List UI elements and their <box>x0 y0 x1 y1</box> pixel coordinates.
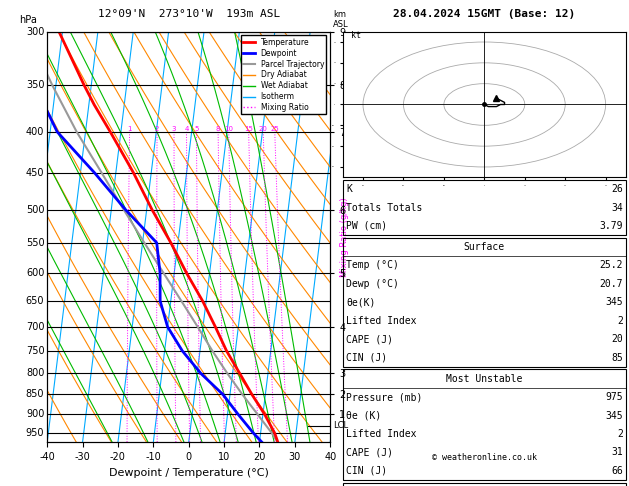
Text: CIN (J): CIN (J) <box>346 353 387 363</box>
Text: 66: 66 <box>611 466 623 476</box>
Text: 3: 3 <box>172 126 176 132</box>
Text: LCL: LCL <box>333 421 348 430</box>
Text: K: K <box>346 184 352 194</box>
Text: 850: 850 <box>26 389 44 399</box>
Text: 975: 975 <box>605 392 623 402</box>
Text: 550: 550 <box>26 238 44 248</box>
Text: 25: 25 <box>270 126 279 132</box>
Text: kt: kt <box>351 31 361 40</box>
Text: 900: 900 <box>26 409 44 419</box>
Text: Totals Totals: Totals Totals <box>346 203 422 212</box>
Text: PW (cm): PW (cm) <box>346 221 387 231</box>
Text: 10: 10 <box>225 126 233 132</box>
Text: 31: 31 <box>611 448 623 457</box>
Text: Lifted Index: Lifted Index <box>346 429 416 439</box>
Text: 750: 750 <box>26 346 44 356</box>
Text: 4: 4 <box>184 126 189 132</box>
Text: Lifted Index: Lifted Index <box>346 316 416 326</box>
Text: CAPE (J): CAPE (J) <box>346 448 393 457</box>
Text: 15: 15 <box>244 126 253 132</box>
Text: 2: 2 <box>155 126 159 132</box>
Text: km
ASL: km ASL <box>333 11 349 29</box>
Text: 25.2: 25.2 <box>599 260 623 270</box>
Text: 2: 2 <box>617 316 623 326</box>
Text: 345: 345 <box>605 297 623 307</box>
Text: 12°09'N  273°10'W  193m ASL: 12°09'N 273°10'W 193m ASL <box>97 9 280 19</box>
Text: 28.04.2024 15GMT (Base: 12): 28.04.2024 15GMT (Base: 12) <box>393 9 576 19</box>
Text: 500: 500 <box>26 205 44 215</box>
Text: Temp (°C): Temp (°C) <box>346 260 399 270</box>
Text: 1: 1 <box>127 126 132 132</box>
Text: 34: 34 <box>611 203 623 212</box>
Text: Surface: Surface <box>464 242 505 252</box>
Text: 800: 800 <box>26 368 44 378</box>
Text: Mixing Ratio (g/kg): Mixing Ratio (g/kg) <box>340 197 349 277</box>
Text: 950: 950 <box>26 428 44 438</box>
Text: 26: 26 <box>611 184 623 194</box>
X-axis label: Dewpoint / Temperature (°C): Dewpoint / Temperature (°C) <box>109 468 269 478</box>
Text: CIN (J): CIN (J) <box>346 466 387 476</box>
Legend: Temperature, Dewpoint, Parcel Trajectory, Dry Adiabat, Wet Adiabat, Isotherm, Mi: Temperature, Dewpoint, Parcel Trajectory… <box>241 35 326 114</box>
Text: hPa: hPa <box>19 16 36 25</box>
Text: 650: 650 <box>26 296 44 306</box>
Text: © weatheronline.co.uk: © weatheronline.co.uk <box>432 452 537 462</box>
Text: 8: 8 <box>216 126 220 132</box>
Text: Pressure (mb): Pressure (mb) <box>346 392 422 402</box>
Text: 450: 450 <box>26 168 44 178</box>
Text: 600: 600 <box>26 268 44 278</box>
Text: 20: 20 <box>611 334 623 344</box>
Text: CAPE (J): CAPE (J) <box>346 334 393 344</box>
Text: 20.7: 20.7 <box>599 279 623 289</box>
Text: 700: 700 <box>26 322 44 332</box>
Text: θe(K): θe(K) <box>346 297 376 307</box>
Text: Most Unstable: Most Unstable <box>446 374 523 383</box>
Text: 350: 350 <box>26 80 44 90</box>
Text: 20: 20 <box>259 126 268 132</box>
Text: 400: 400 <box>26 127 44 137</box>
Text: Dewp (°C): Dewp (°C) <box>346 279 399 289</box>
Text: 2: 2 <box>617 429 623 439</box>
Text: 300: 300 <box>26 27 44 36</box>
Text: 5: 5 <box>194 126 199 132</box>
Text: 85: 85 <box>611 353 623 363</box>
Text: θe (K): θe (K) <box>346 411 381 420</box>
Text: 345: 345 <box>605 411 623 420</box>
Text: 3.79: 3.79 <box>599 221 623 231</box>
